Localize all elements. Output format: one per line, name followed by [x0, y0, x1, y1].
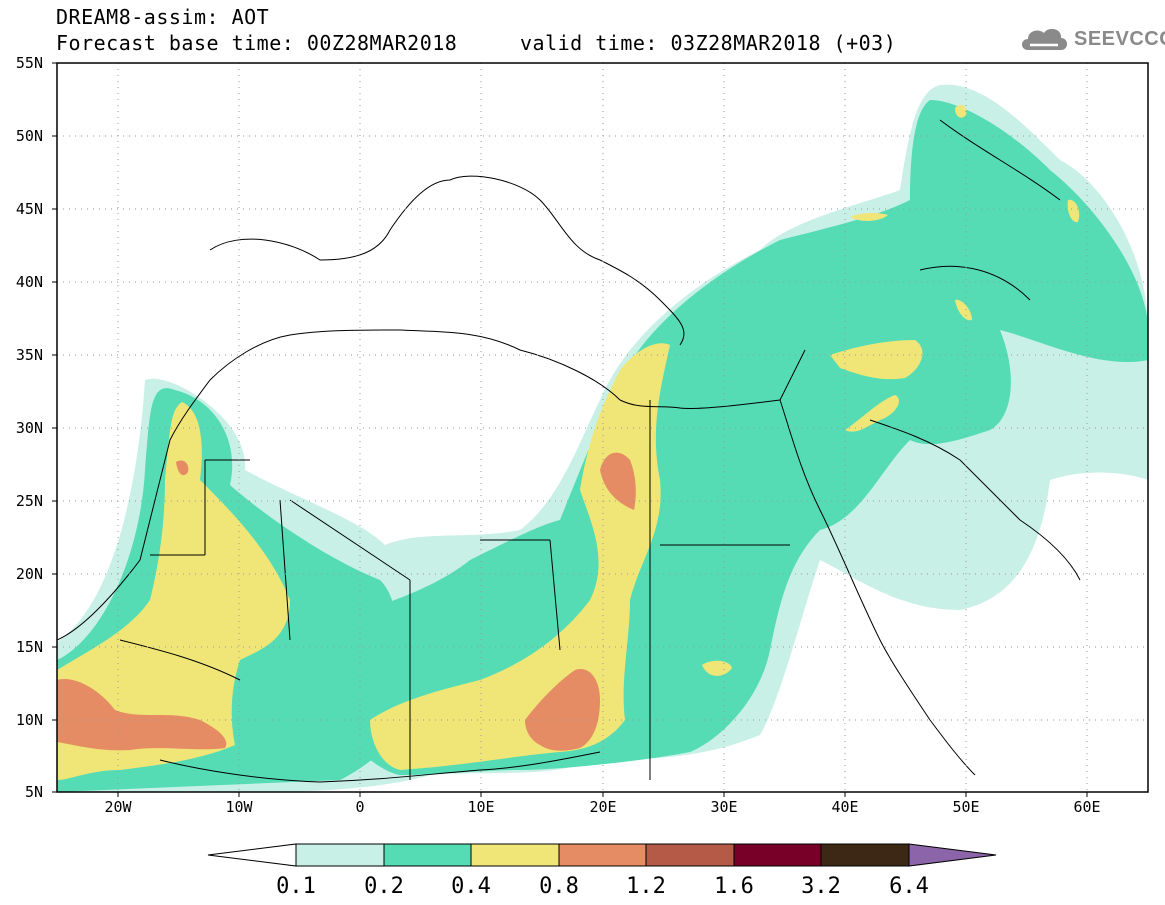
colorbar-label: 0.4 — [451, 874, 491, 899]
colorbar-segment — [470, 843, 560, 867]
lat-label: 30N — [16, 419, 43, 437]
colorbar-segment — [295, 843, 385, 867]
colorbar-segment — [558, 843, 647, 867]
coastlines — [57, 119, 1081, 783]
lat-label: 40N — [16, 273, 43, 291]
lon-label: 20W — [104, 798, 132, 816]
lon-label: 40E — [831, 798, 858, 816]
colorbar-label: 0.1 — [276, 874, 316, 899]
lat-label: 20N — [16, 565, 43, 583]
cloud-icon — [1022, 28, 1067, 50]
colorbar-label: 0.8 — [539, 874, 579, 899]
lon-label: 10E — [467, 798, 494, 816]
lat-labels: 55N 50N 45N 40N 35N 30N 25N 20N 15N 10N … — [16, 54, 43, 801]
colorbar-segment — [820, 843, 910, 867]
colorbar-label: 0.2 — [364, 874, 404, 899]
colorbar-segment — [908, 843, 997, 867]
colorbar-segment — [645, 843, 735, 867]
colorbar-label: 1.2 — [626, 874, 666, 899]
lat-label: 35N — [16, 346, 43, 364]
logo-text: SEEVCCC — [1074, 27, 1165, 50]
colorbar-label: 3.2 — [801, 874, 841, 899]
lat-label: 45N — [16, 200, 43, 218]
seevccc-logo: SEEVCCC — [1018, 24, 1165, 54]
colorbar-segments — [207, 843, 997, 867]
chart-title: DREAM8-assim: AOT — [56, 5, 270, 29]
colorbar-segment — [733, 843, 822, 867]
colorbar-labels: 0.1 0.2 0.4 0.8 1.2 1.6 3.2 6.4 — [276, 874, 929, 899]
forecast-times: Forecast base time: 00Z28MAR2018 valid t… — [56, 31, 897, 55]
lon-label: 10W — [225, 798, 253, 816]
colorbar-segment — [383, 843, 472, 867]
colorbar-label: 1.6 — [714, 874, 754, 899]
lon-labels: 20W 10W 0 10E 20E 30E 40E 50E 60E — [104, 798, 1100, 816]
lon-label: 0 — [355, 798, 364, 816]
lat-label: 5N — [25, 783, 43, 801]
colorbar-segment — [207, 843, 297, 867]
lon-label: 50E — [952, 798, 979, 816]
lon-label: 60E — [1073, 798, 1100, 816]
lon-label: 30E — [710, 798, 737, 816]
lat-label: 10N — [16, 711, 43, 729]
lat-label: 15N — [16, 638, 43, 656]
colorbar-label: 6.4 — [889, 874, 929, 899]
lon-label: 20E — [589, 798, 616, 816]
lat-label: 25N — [16, 492, 43, 510]
lat-label: 50N — [16, 127, 43, 145]
aot-contours — [57, 84, 1148, 792]
lat-label: 55N — [16, 54, 43, 72]
